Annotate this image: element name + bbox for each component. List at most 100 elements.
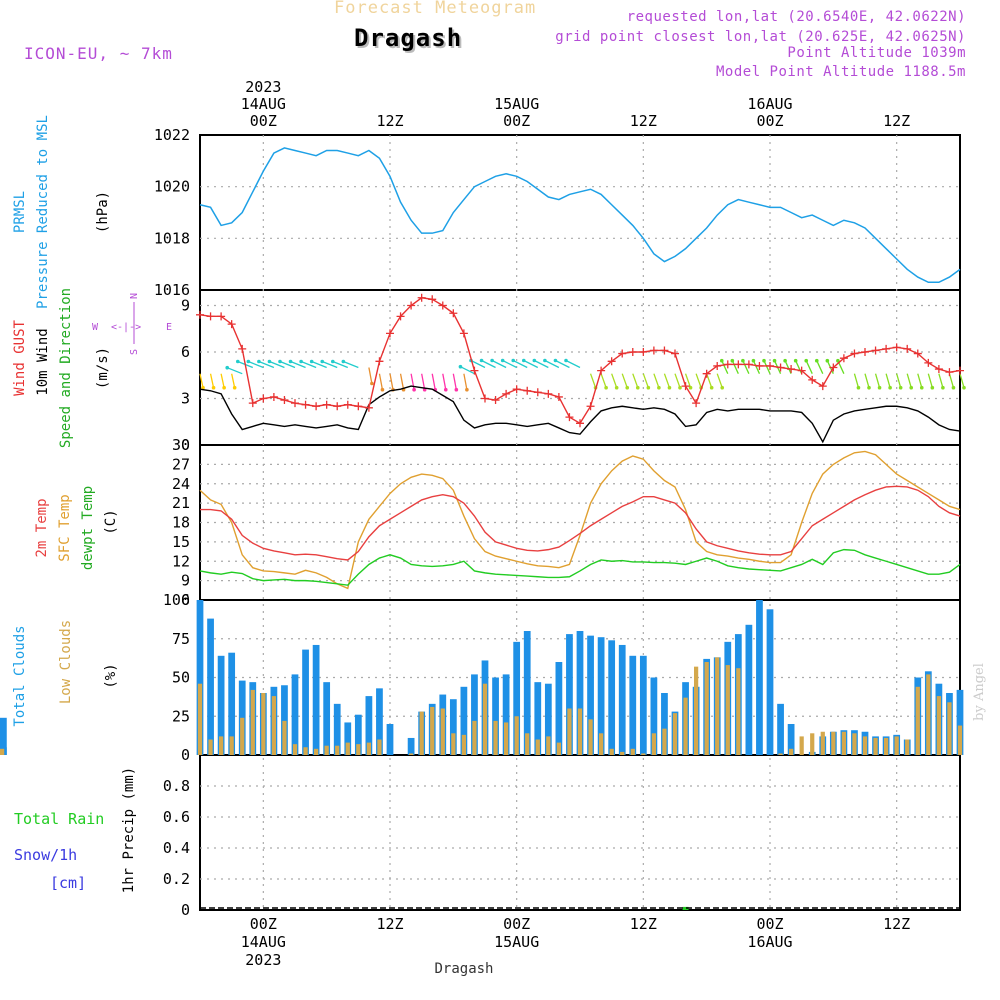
wind-ylabel: (m/s) xyxy=(95,347,111,389)
low-cloud-bar xyxy=(831,731,836,755)
total-cloud-bar xyxy=(281,685,288,755)
gust-marker xyxy=(576,419,584,428)
gust-marker xyxy=(713,361,722,370)
low-cloud-bar xyxy=(905,739,910,755)
total-cloud-bar xyxy=(386,724,394,755)
wind-direction-arrow xyxy=(784,360,792,374)
wind-direction-arrow xyxy=(258,360,275,369)
y-tick-label: 6 xyxy=(181,591,190,609)
low-cloud-bar xyxy=(240,717,245,755)
wind-arrow-head xyxy=(614,385,619,390)
key-w: W xyxy=(92,322,99,333)
wind-direction-arrow xyxy=(226,367,243,375)
pressure-ylabel: (hPa) xyxy=(95,191,111,233)
total-cloud-bar xyxy=(302,649,309,755)
time-label-top: 12Z xyxy=(630,112,657,130)
y-tick-label: 100 xyxy=(163,591,190,609)
low-cloud-bar xyxy=(292,744,298,755)
wind-direction-arrow xyxy=(938,373,944,388)
total-cloud-bar xyxy=(566,634,573,755)
y-tick-label: 25 xyxy=(172,707,190,725)
total-cloud-bar xyxy=(650,677,658,755)
wind-arrow-head xyxy=(604,385,608,390)
clouds-ylabel: (%) xyxy=(103,663,119,688)
point-altitude: Point Altitude 1039m xyxy=(787,45,966,61)
time-label-top: 15AUG xyxy=(494,95,539,113)
wind-arrow-head xyxy=(720,385,725,390)
gust-marker xyxy=(892,343,901,352)
low-cloud-bar xyxy=(884,737,889,755)
gust-marker xyxy=(280,396,289,405)
wind-arrow-head xyxy=(730,358,735,363)
wind-arrow-head xyxy=(443,387,448,392)
y-tick-label: 9 xyxy=(181,572,190,590)
total-cloud-bar xyxy=(618,644,626,755)
gust-marker xyxy=(766,361,774,370)
low-cloud-bar xyxy=(852,733,857,755)
wind-arrow-head xyxy=(309,359,314,364)
wind-arrow-head xyxy=(804,358,809,363)
gust-marker xyxy=(734,360,743,369)
wind-direction-arrow xyxy=(452,373,457,390)
low-cloud-bar xyxy=(0,748,5,755)
time-label-bottom: 00Z xyxy=(503,915,530,933)
total-cloud-bar xyxy=(323,682,331,755)
credit-watermark: by Angel xyxy=(972,663,987,721)
gust-marker xyxy=(723,360,732,369)
wind-direction-arrow xyxy=(853,373,860,388)
location-title: Dragash xyxy=(354,24,463,52)
gust-marker xyxy=(649,346,658,355)
wind-direction-arrow xyxy=(706,373,713,388)
time-label-bottom: 14AUG xyxy=(241,933,286,951)
wind-direction-arrow xyxy=(399,373,405,390)
gust-marker xyxy=(343,400,352,409)
wind-direction-arrow xyxy=(290,360,306,369)
gust-marker xyxy=(913,349,922,358)
precip-title-unit: [cm] xyxy=(50,874,86,892)
grid-point-coords: grid point closest lon,lat (20.625E, 42.… xyxy=(555,29,966,45)
time-label-bottom: 12Z xyxy=(883,915,910,933)
gust-marker xyxy=(903,344,912,353)
low-cloud-bar xyxy=(440,708,445,755)
wind-arrow-head xyxy=(532,358,537,363)
wind-arrow-head xyxy=(246,359,251,364)
temp-title-2: SFC Temp xyxy=(57,494,73,561)
low-cloud-bar xyxy=(461,734,466,755)
total-cloud-bar xyxy=(492,677,499,755)
total-cloud-bar xyxy=(756,600,763,755)
gust-marker xyxy=(396,312,405,321)
total-cloud-bar xyxy=(534,682,542,755)
y-tick-label: 15 xyxy=(172,533,190,551)
low-cloud-bar xyxy=(219,736,224,755)
time-label-bottom: 00Z xyxy=(756,915,783,933)
wind-arrow-head xyxy=(564,358,568,363)
wind-direction-arrow xyxy=(311,360,327,369)
temperature-titles: 2m Temp SFC Temp dewpt Temp (C) xyxy=(34,486,119,570)
low-cloud-bar xyxy=(715,657,720,755)
wind-direction-arrow xyxy=(927,373,933,388)
time-label-top: 00Z xyxy=(503,112,530,130)
low-cloud-bar xyxy=(282,720,287,755)
low-cloud-bar xyxy=(345,742,350,755)
gust-marker xyxy=(333,402,342,411)
wind-direction-arrow xyxy=(959,373,965,388)
wind-direction-arrow xyxy=(332,360,349,369)
temp-title-1: 2m Temp xyxy=(34,498,50,557)
low-cloud-bar xyxy=(609,748,614,755)
wind-direction-arrow xyxy=(611,373,618,388)
y-tick-label: 1020 xyxy=(154,178,190,196)
wind-arrow-head xyxy=(201,385,205,390)
wind-arrow-head xyxy=(688,385,693,390)
wind-direction-arrow xyxy=(431,373,436,390)
total-cloud-bar xyxy=(407,737,415,755)
y-tick-label: 0 xyxy=(181,901,190,919)
wind-direction-arrow xyxy=(368,367,373,384)
low-cloud-bar xyxy=(778,753,783,755)
y-tick-label: 27 xyxy=(172,455,190,473)
y-tick-label: 21 xyxy=(172,494,190,512)
total-cloud-bar xyxy=(629,655,637,755)
y-tick-label: 0.6 xyxy=(163,808,190,826)
gust-marker xyxy=(227,320,236,329)
gust-marker xyxy=(523,386,532,395)
